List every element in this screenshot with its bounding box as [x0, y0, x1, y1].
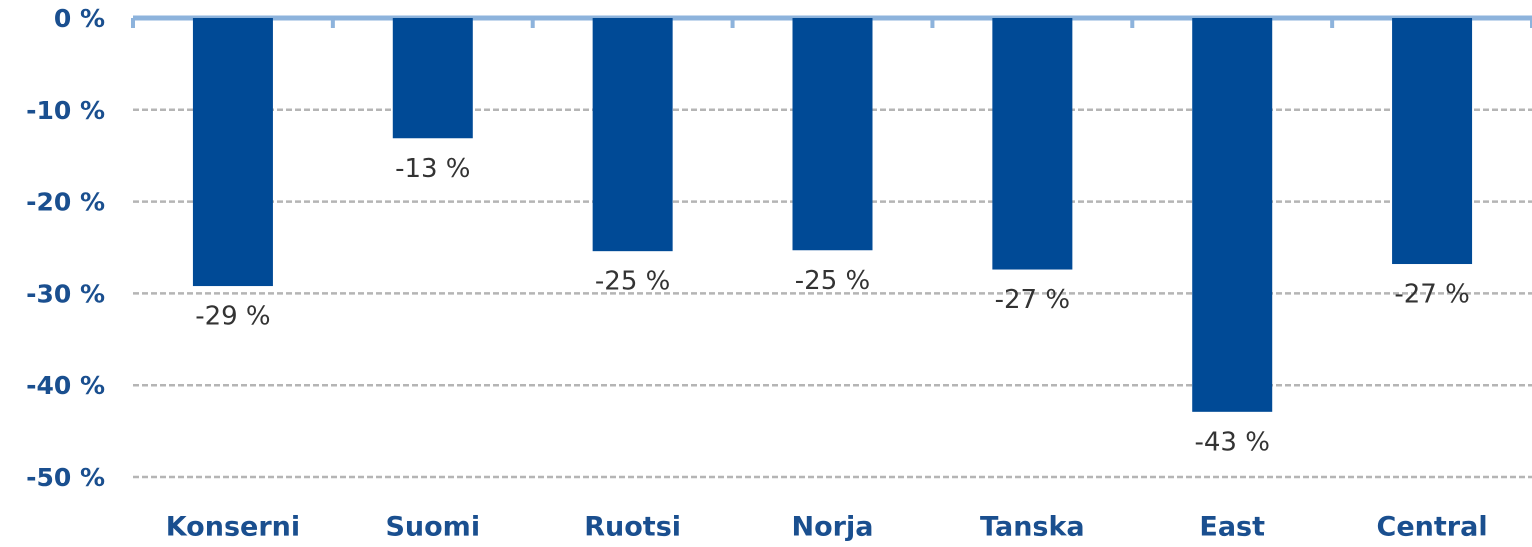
- bar: [792, 18, 873, 251]
- x-tick-label: Tanska: [980, 512, 1085, 543]
- data-label: -13 %: [395, 154, 470, 184]
- bar: [192, 18, 273, 287]
- x-tick-label: Suomi: [385, 512, 480, 543]
- data-label: -27 %: [1394, 280, 1469, 310]
- y-tick-label: -30 %: [26, 279, 105, 308]
- y-tick-label: -50 %: [26, 463, 105, 492]
- y-tick-label: 0 %: [54, 4, 105, 33]
- data-label: -25 %: [795, 266, 870, 296]
- bar: [1192, 18, 1273, 412]
- x-tick-label: Central: [1377, 512, 1488, 543]
- data-label: -27 %: [995, 285, 1070, 315]
- data-label: -43 %: [1194, 427, 1269, 457]
- bar: [992, 18, 1073, 270]
- x-tick-label: Ruotsi: [584, 512, 681, 543]
- data-label: -25 %: [595, 267, 670, 297]
- x-tick-label: Norja: [792, 512, 874, 543]
- y-tick-label: -40 %: [26, 371, 105, 400]
- bar: [592, 18, 673, 252]
- data-label: -29 %: [195, 302, 270, 332]
- bar: [392, 18, 473, 139]
- y-tick-label: -10 %: [26, 96, 105, 125]
- y-tick-label: -20 %: [26, 188, 105, 217]
- x-tick-label: Konserni: [166, 512, 300, 543]
- bar: [1392, 18, 1473, 265]
- x-tick-label: East: [1199, 512, 1265, 543]
